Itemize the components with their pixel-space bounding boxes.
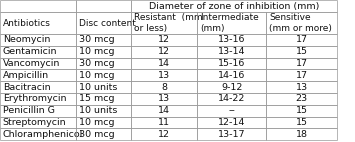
Text: 30 mcg: 30 mcg [79, 36, 115, 44]
Text: 15: 15 [296, 106, 308, 115]
Text: 13: 13 [296, 83, 308, 92]
Text: 12: 12 [158, 47, 170, 56]
Text: 13-16: 13-16 [218, 36, 245, 44]
Text: 8: 8 [161, 83, 167, 92]
Text: 9-12: 9-12 [221, 83, 242, 92]
Text: 10 mcg: 10 mcg [79, 71, 115, 80]
Text: --: -- [228, 106, 235, 115]
Text: Neomycin: Neomycin [3, 36, 50, 44]
Text: 10 units: 10 units [79, 106, 118, 115]
Text: 10 mcg: 10 mcg [79, 47, 115, 56]
Text: 17: 17 [296, 59, 308, 68]
Text: 18: 18 [296, 130, 308, 139]
Text: 14: 14 [158, 106, 170, 115]
Text: Disc content: Disc content [79, 19, 136, 28]
Text: 10 units: 10 units [79, 83, 118, 92]
Text: 12: 12 [158, 36, 170, 44]
Text: 15 mcg: 15 mcg [79, 94, 115, 103]
Text: 23: 23 [296, 94, 308, 103]
Text: 15: 15 [296, 118, 308, 127]
Text: 13: 13 [158, 94, 170, 103]
Text: 14: 14 [158, 59, 170, 68]
Text: 14-16: 14-16 [218, 71, 245, 80]
Text: Streptomycin: Streptomycin [3, 118, 66, 127]
Text: 17: 17 [296, 36, 308, 44]
Text: 10 mcg: 10 mcg [79, 118, 115, 127]
Text: 12-14: 12-14 [218, 118, 245, 127]
Text: Vancomycin: Vancomycin [3, 59, 60, 68]
Text: Resistant  (mm
or less): Resistant (mm or less) [134, 13, 203, 33]
Text: Penicillin G: Penicillin G [3, 106, 55, 115]
Text: 13-17: 13-17 [218, 130, 245, 139]
Text: 11: 11 [158, 118, 170, 127]
Text: 13: 13 [158, 71, 170, 80]
Text: 15-16: 15-16 [218, 59, 245, 68]
Text: 15: 15 [296, 47, 308, 56]
Text: Ampicillin: Ampicillin [3, 71, 49, 80]
Text: 30 mcg: 30 mcg [79, 59, 115, 68]
Text: Erythromycin: Erythromycin [3, 94, 66, 103]
Text: Chloramphenicol: Chloramphenicol [3, 130, 83, 139]
Text: Sensitive
(mm or more): Sensitive (mm or more) [269, 13, 332, 33]
Text: Gentamicin: Gentamicin [3, 47, 58, 56]
Text: 17: 17 [296, 71, 308, 80]
Text: Antibiotics: Antibiotics [3, 19, 51, 28]
Text: Intermediate
(mm): Intermediate (mm) [200, 13, 258, 33]
Text: 30 mcg: 30 mcg [79, 130, 115, 139]
Text: 14-22: 14-22 [218, 94, 245, 103]
Text: 12: 12 [158, 130, 170, 139]
Text: Bacitracin: Bacitracin [3, 83, 50, 92]
Text: Diameter of zone of inhibition (mm): Diameter of zone of inhibition (mm) [149, 2, 320, 11]
Text: 13-14: 13-14 [218, 47, 245, 56]
